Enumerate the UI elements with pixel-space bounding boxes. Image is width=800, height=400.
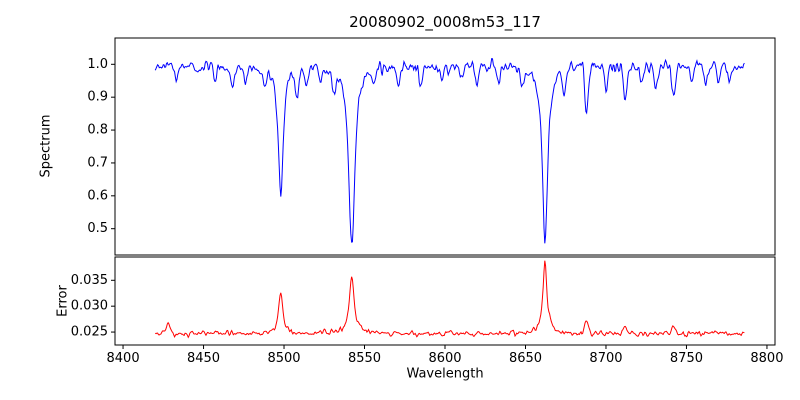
x-tick-label: 8800 — [750, 351, 783, 366]
x-tick-label: 8750 — [670, 351, 703, 366]
spectrum-line — [154, 57, 745, 244]
y-tick-label: 0.9 — [87, 90, 108, 105]
x-axis-label: Wavelength — [406, 366, 484, 382]
y-tick-label: 0.7 — [87, 155, 108, 170]
x-tick-label: 8650 — [509, 351, 542, 366]
spectrum-axes-frame — [114, 37, 776, 256]
error-line — [154, 260, 745, 339]
x-tick-label: 8550 — [348, 351, 381, 366]
y-tick-label: 0.025 — [71, 325, 108, 340]
error-axes-frame — [114, 256, 776, 346]
chart-title: 20080902_0008m53_117 — [349, 13, 541, 31]
y-tick-label: 0.6 — [87, 188, 108, 203]
x-tick-label: 8500 — [267, 351, 300, 366]
y-tick-label: 1.0 — [87, 57, 108, 72]
y-tick-label: 0.8 — [87, 123, 108, 138]
y-tick-label: 0.030 — [71, 299, 108, 314]
x-tick-label: 8700 — [589, 351, 622, 366]
x-tick-label: 8450 — [187, 351, 220, 366]
y-tick-label: 0.5 — [87, 221, 108, 236]
x-tick-label: 8400 — [107, 351, 140, 366]
x-tick-label: 8600 — [428, 351, 461, 366]
y-tick-label: 0.035 — [71, 273, 108, 288]
